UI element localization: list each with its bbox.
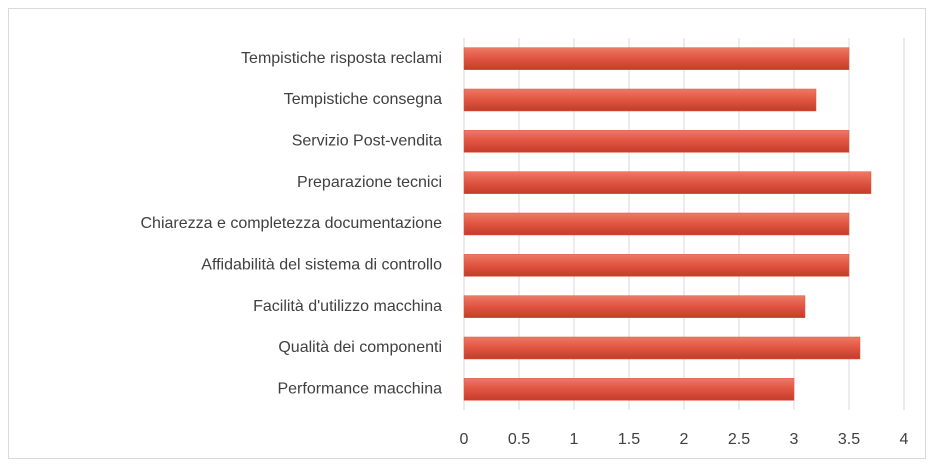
y-tick-label: Chiarezza e completezza documentazione — [141, 215, 443, 232]
y-tick-label: Tempistiche risposta reclami — [241, 50, 442, 67]
bar — [463, 295, 806, 318]
bar — [463, 254, 850, 277]
bar — [463, 212, 850, 236]
y-tick-label: Performance macchina — [277, 381, 442, 398]
bar — [463, 47, 850, 70]
bar — [463, 171, 872, 194]
x-tick-label: 2.5 — [728, 431, 750, 448]
bar — [463, 378, 795, 401]
bar — [463, 88, 817, 112]
y-tick-label: Servizio Post-vendita — [292, 133, 442, 150]
x-tick-label: 0 — [460, 431, 469, 448]
y-tick-label: Qualità dei componenti — [278, 339, 442, 356]
x-tick-label: 1 — [570, 431, 579, 448]
bar — [463, 336, 861, 360]
x-tick-label: 1.5 — [618, 431, 640, 448]
x-tick-label: 3.5 — [838, 431, 860, 448]
x-tick-label: 4 — [900, 431, 909, 448]
y-tick-label: Facilità d'utilizzo macchina — [253, 298, 442, 315]
y-tick-label: Preparazione tecnici — [297, 174, 442, 191]
x-tick-label: 3 — [790, 431, 799, 448]
x-tick-label: 0.5 — [508, 431, 530, 448]
bar — [463, 130, 850, 153]
y-tick-label: Tempistiche consegna — [284, 91, 442, 108]
y-tick-label: Affidabilità del sistema di controllo — [201, 257, 442, 274]
x-tick-label: 2 — [680, 431, 689, 448]
